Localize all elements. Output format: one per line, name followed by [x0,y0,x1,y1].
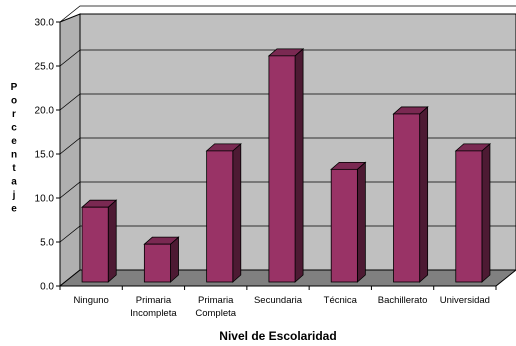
side-wall [59,13,81,288]
x-tick-label: Bachillerato [378,295,428,306]
y-tick-label: 20.0 [35,106,55,117]
y-tick-label: 5.0 [40,238,54,249]
bars [80,47,492,283]
bar [330,161,367,283]
bar [392,106,429,283]
x-tick-label: Primaria Incompleta [130,295,177,319]
bar [205,142,242,283]
bar-front [330,168,358,283]
bar-front [455,150,483,283]
y-axis-title-char: e [11,204,17,215]
x-tick-label: Técnica [324,295,358,306]
y-axis-title-char: c [11,123,17,134]
bar-side [107,199,117,283]
gridline [59,181,516,199]
bar-side [294,47,304,283]
x-tick-label: Secundaria [254,295,303,306]
x-tick-label: Primaria Completa [195,295,236,319]
y-axis-title-char: a [11,177,17,188]
y-axis: 0.0 5.0 10.0 15.0 20.0 25.0 30.0 [35,18,61,293]
bar-front [206,150,234,283]
x-axis: Ninguno Primaria Incompleta Primaria Complet… [59,285,497,319]
bar [143,236,180,283]
bar-side [232,142,242,283]
gridline [59,225,516,243]
gridlines [59,5,516,243]
gridline [59,49,516,67]
y-tick-label: 25.0 [35,62,55,73]
y-axis-title-char: e [11,136,17,147]
y-axis-title-char: P [11,82,18,93]
x-tick-label: Universidad [440,295,490,306]
x-tick-label: Ninguno [73,295,108,306]
y-tick-label: 30.0 [35,18,55,29]
bar [267,47,305,283]
y-axis-title-char: j [12,190,16,201]
bar [454,142,492,283]
gridline [59,93,516,111]
bar-side [356,161,366,283]
bar-side [170,236,179,283]
bar-front [143,243,171,283]
bar-side [481,142,491,283]
bar-side [419,106,429,283]
y-axis-title-char: r [12,109,16,120]
y-axis-title-char: t [12,163,16,174]
y-axis-title-char: n [11,150,17,161]
y-tick-label: 15.0 [35,150,55,161]
gridline [59,5,516,23]
bar-front [81,206,109,283]
y-axis-title-char: o [11,96,17,107]
bar [80,199,118,283]
bar-front [393,113,421,283]
gridline [59,137,516,155]
x-axis-title: Nivel de Escolaridad [219,329,336,343]
bar-front [268,55,296,283]
y-tick-label: 0.0 [40,282,54,293]
y-tick-label: 10.0 [35,194,55,205]
